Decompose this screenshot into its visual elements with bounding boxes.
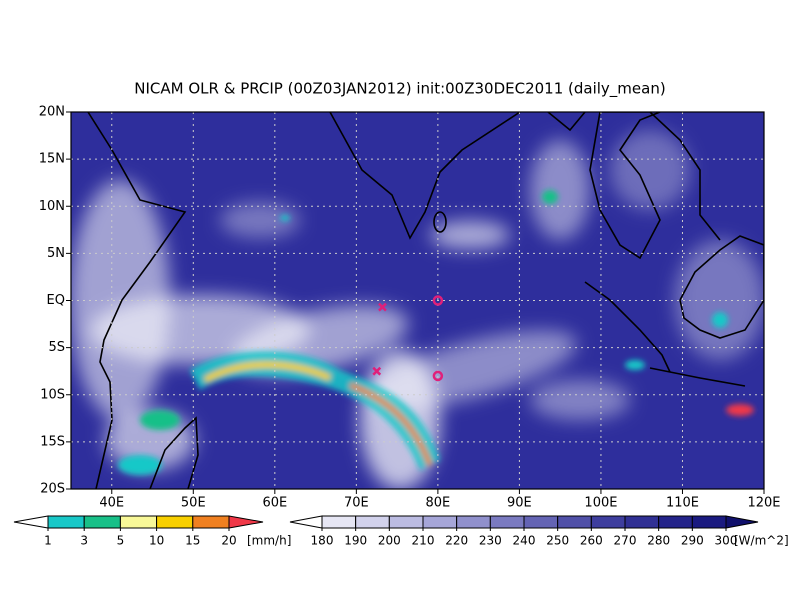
colorbar-tick-label: 5 xyxy=(117,534,125,548)
colorbar-segment xyxy=(691,515,727,529)
y-tick-label: 5N xyxy=(47,246,65,261)
y-tick-label: 20S xyxy=(40,482,65,497)
x-tick-label: 60E xyxy=(262,496,287,511)
marker-circle xyxy=(432,370,444,382)
map-title: NICAM OLR & PRCIP (00Z03JAN2012) init:00… xyxy=(134,80,665,99)
colorbar-tick-label: 3 xyxy=(80,534,88,548)
colorbar-tick-label: 180 xyxy=(311,534,334,548)
colorbar-tick-label: 270 xyxy=(614,534,637,548)
colorbar-segment xyxy=(156,515,194,529)
colorbar-segment xyxy=(658,515,693,529)
colorbar-tick-label: 240 xyxy=(513,534,536,548)
colorbar-segment xyxy=(388,515,424,529)
olr-colorbar: 180 190 200 210 220 230 240 250 260 270 280 290 300[… xyxy=(289,515,789,548)
colorbar-segment xyxy=(489,515,525,529)
colorbar-unit: [W/m^2] xyxy=(734,534,789,548)
marker-cross xyxy=(372,366,382,376)
marker-cross xyxy=(378,302,387,312)
colorbar-segment xyxy=(624,515,660,529)
markers xyxy=(372,295,444,382)
colorbar-segment xyxy=(119,515,158,529)
colorbar-tick-label: 250 xyxy=(546,534,569,548)
colorbar-segment xyxy=(590,515,626,529)
x-tick-label: 110E xyxy=(666,496,699,511)
x-tick-label: 80E xyxy=(425,496,450,511)
colorbar-segment xyxy=(523,515,559,529)
colorbar-tick-label: 210 xyxy=(412,534,435,548)
colorbar-segment xyxy=(47,515,85,529)
x-tick-label: 120E xyxy=(747,496,780,511)
colorbar-tick-label: 20 xyxy=(221,534,236,548)
x-tick-label: 50E xyxy=(181,496,206,511)
grid xyxy=(71,112,764,489)
precip-colorbar: 1 3 5 10 15 20 [mm/h] xyxy=(13,515,291,548)
y-tick-label: 10N xyxy=(39,199,65,214)
coastlines xyxy=(87,112,764,489)
x-tick-label: 100E xyxy=(584,496,617,511)
colorbar-tick-label: 190 xyxy=(344,534,367,548)
colorbar-segment xyxy=(557,515,592,529)
colorbar-tick-label: 10 xyxy=(149,534,164,548)
colorbar-segment xyxy=(83,515,121,529)
x-tick-label: 90E xyxy=(507,496,532,511)
colorbar-segment xyxy=(355,515,390,529)
marker-circle xyxy=(432,295,444,306)
colorbar-segment xyxy=(321,515,357,529)
colorbar-under xyxy=(13,515,49,529)
colorbar-unit: [mm/h] xyxy=(247,534,291,548)
colorbar-over xyxy=(725,515,759,529)
colorbar-tick-label: 220 xyxy=(445,534,468,548)
colorbar-over xyxy=(228,515,264,529)
colorbar-tick-label: 260 xyxy=(580,534,603,548)
colorbar-tick-label: 1 xyxy=(44,534,52,548)
colorbar-tick-label: 300 xyxy=(715,534,738,548)
colorbar-tick-label: 200 xyxy=(378,534,401,548)
colorbar-tick-label: 15 xyxy=(185,534,200,548)
precip-blobs xyxy=(118,190,754,475)
axes: 40E 50E 60E 70E 80E 90E 100E 110E 120E 20N 15N 10N 5… xyxy=(39,105,781,511)
y-tick-label: 15N xyxy=(39,152,65,167)
colorbar-segment xyxy=(422,515,458,529)
y-tick-label: 5S xyxy=(48,340,65,355)
colorbar-under xyxy=(289,515,323,529)
colorbar-segment xyxy=(192,515,230,529)
colorbar-tick-label: 230 xyxy=(479,534,502,548)
map-field xyxy=(71,112,764,489)
colorbar-segment xyxy=(456,515,491,529)
y-tick-label: 10S xyxy=(40,387,65,402)
y-tick-label: EQ xyxy=(47,293,65,308)
colorbar-tick-label: 280 xyxy=(647,534,670,548)
y-tick-label: 15S xyxy=(40,434,65,449)
y-tick-label: 20N xyxy=(39,105,65,120)
colorbar-tick-label: 290 xyxy=(681,534,704,548)
x-tick-label: 70E xyxy=(344,496,369,511)
x-tick-label: 40E xyxy=(99,496,124,511)
